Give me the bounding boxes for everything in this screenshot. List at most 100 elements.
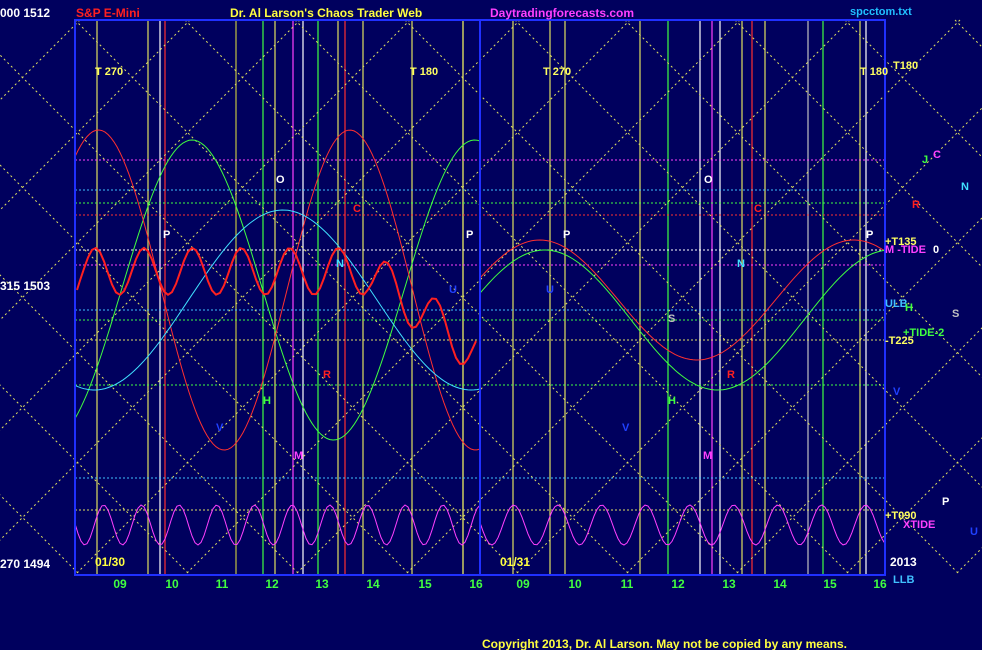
right-label: -T225 — [885, 335, 914, 347]
right-label: M -TIDE — [885, 244, 926, 256]
cycle-label: T 180 — [410, 66, 438, 78]
labels: 315 1503 270 1494 01/30 01/31 2013 09 10 11 12 13… — [0, 60, 978, 591]
cycle-label: T 270 — [95, 66, 123, 78]
planet-letter: V — [216, 422, 224, 434]
date-label: 01/30 — [95, 555, 125, 569]
hour-label: 15 — [418, 577, 432, 591]
price-label: 315 1503 — [0, 279, 50, 293]
hour-label: 09 — [516, 577, 530, 591]
planet-letter: C — [754, 203, 762, 215]
planet-letter: O — [276, 174, 285, 186]
cycle-curve — [479, 504, 886, 546]
cycle-curve — [74, 129, 481, 451]
planet-letter: H — [263, 395, 271, 407]
cycle-curve — [74, 209, 481, 391]
right-label: H — [905, 302, 913, 314]
planet-letter: U — [449, 284, 457, 296]
diagonal-line — [0, 19, 521, 541]
right-label: +T090 — [885, 510, 917, 522]
right-label: U — [970, 526, 978, 538]
hour-label: 11 — [621, 577, 634, 591]
copyright: Copyright 2013, Dr. Al Larson. May not b… — [482, 637, 847, 650]
diagonal-line — [74, 19, 631, 576]
planet-letter: N — [737, 258, 745, 270]
cycle-curve — [479, 249, 886, 391]
right-label: S — [952, 308, 959, 320]
diagonal-line — [294, 19, 851, 576]
planet-letter: N — [336, 258, 344, 270]
right-label: +T135 — [885, 236, 917, 248]
hour-label: 15 — [823, 577, 837, 591]
hour-label: 14 — [366, 577, 380, 591]
hour-label: 16 — [873, 577, 887, 591]
diagonal-line — [404, 19, 961, 576]
site: Daytradingforecasts.com — [490, 6, 634, 20]
right-label: R — [912, 199, 920, 211]
date-label: 01/31 — [500, 555, 530, 569]
planet-letter: P — [563, 229, 570, 241]
hour-label: 13 — [315, 577, 329, 591]
diagonal-line — [0, 19, 301, 321]
hour-label: 09 — [113, 577, 127, 591]
planet-letter: V — [622, 422, 630, 434]
planet-letter: H — [668, 395, 676, 407]
right-label: J — [922, 154, 928, 166]
diagonal-line — [624, 19, 982, 378]
diagonal-line — [184, 19, 741, 576]
price-label: 270 1494 — [0, 557, 50, 571]
diagonal-line — [0, 19, 411, 431]
planet-letter: O — [704, 174, 713, 186]
price-trace — [76, 246, 477, 365]
right-label: 0 — [933, 244, 939, 256]
diagonal-line — [404, 19, 961, 576]
diagonal-line — [184, 19, 741, 576]
diagonal-line — [734, 19, 982, 268]
diagonal-line — [74, 19, 631, 576]
planet-letter: C — [353, 203, 361, 215]
right-label: ULB — [885, 298, 908, 310]
planet-letter: U — [546, 284, 554, 296]
planet-letter: R — [323, 369, 331, 381]
symbol: S&P E-Mini — [76, 6, 140, 20]
diagonal-line — [0, 19, 191, 211]
hour-label: 13 — [722, 577, 736, 591]
right-label: +TIDE-2 — [903, 327, 944, 339]
hour-label: 14 — [773, 577, 787, 591]
right-label: LLB — [893, 574, 914, 586]
right-label: N — [961, 181, 969, 193]
date-label: 2013 — [890, 555, 917, 569]
hour-label: 10 — [165, 577, 179, 591]
planet-letter: P — [866, 229, 873, 241]
planet-letter: M — [294, 450, 303, 462]
planet-letter: P — [466, 229, 473, 241]
hour-label: 12 — [265, 577, 279, 591]
cycle-label: T 270 — [543, 66, 571, 78]
hour-label: 11 — [216, 577, 229, 591]
price-label: 000 1512 — [0, 6, 50, 20]
planet-letter: R — [727, 369, 735, 381]
hour-label: 10 — [568, 577, 582, 591]
hour-label: 16 — [469, 577, 483, 591]
title: Dr. Al Larson's Chaos Trader Web — [230, 6, 422, 20]
right-label: XTIDE — [903, 519, 935, 531]
planet-letter: M — [703, 450, 712, 462]
right-label: V — [893, 386, 901, 398]
right-label: C — [933, 149, 941, 161]
planet-letter: S — [668, 313, 675, 325]
file-name: spcctom.txt — [850, 6, 912, 18]
diagonal-line — [294, 19, 851, 576]
diagonal-line — [514, 107, 982, 576]
hour-label: 12 — [671, 577, 685, 591]
planet-letter: P — [163, 229, 170, 241]
diagonal-line — [0, 54, 521, 576]
diagonal-line — [514, 19, 982, 488]
right-label: P — [942, 496, 949, 508]
right-label: T180 — [893, 60, 918, 72]
cycle-curve — [74, 139, 481, 441]
cycle-curve — [74, 504, 481, 546]
cycle-curve — [479, 239, 886, 361]
cycle-label: T 180 — [860, 66, 888, 78]
